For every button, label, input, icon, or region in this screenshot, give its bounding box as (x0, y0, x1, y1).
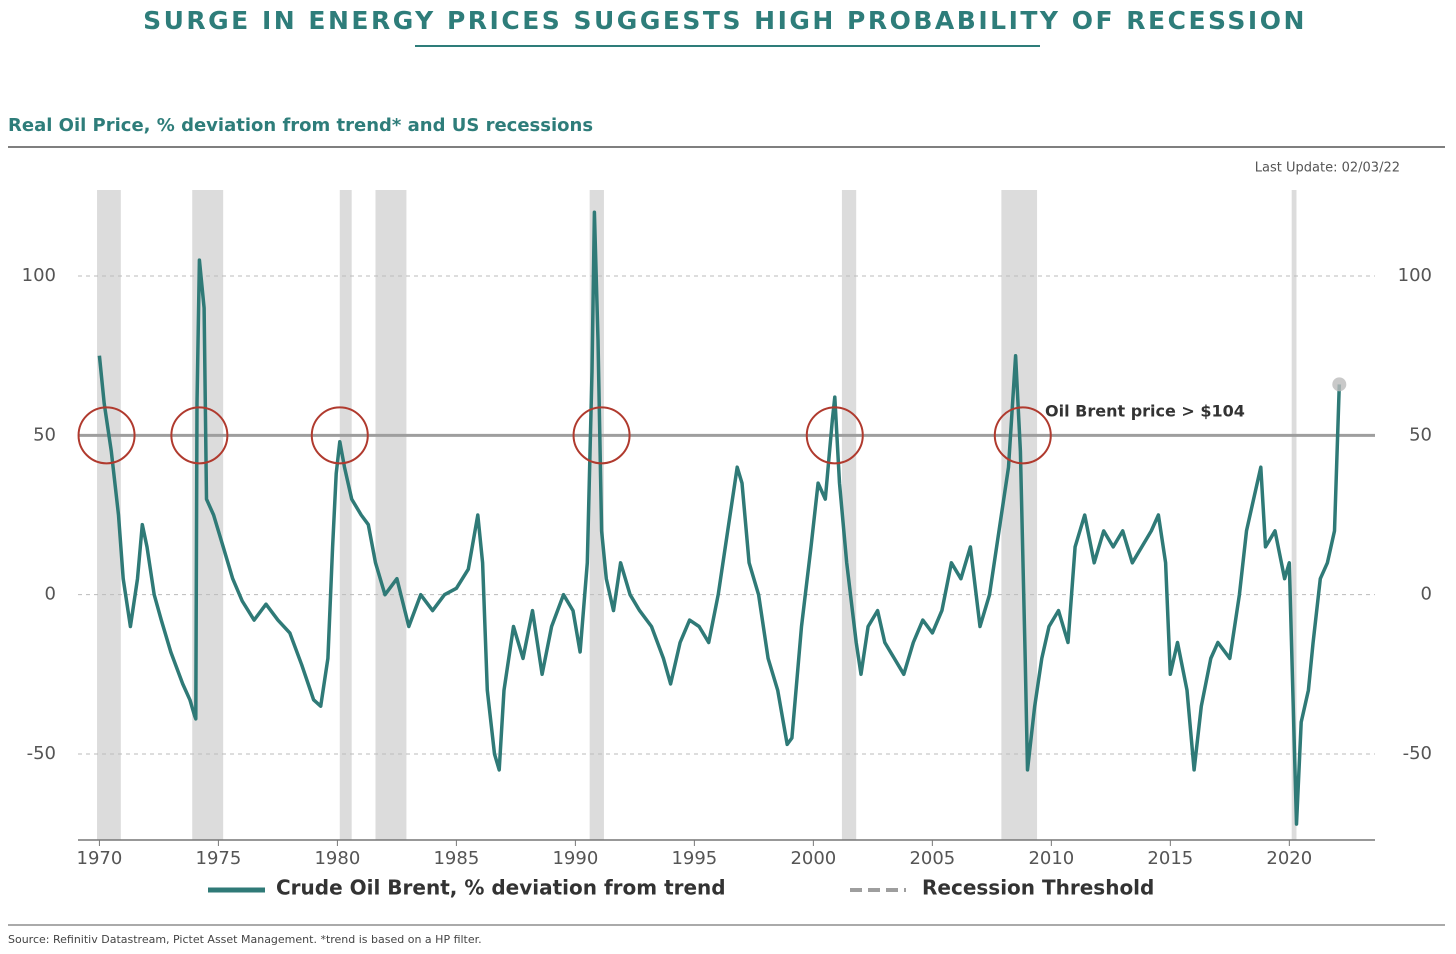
highlight-circle (572, 406, 631, 465)
y2-tick-label: 100 (1398, 265, 1432, 286)
y2-tick-label: 0 (1421, 584, 1432, 605)
y2-tick-label: -50 (1403, 743, 1432, 764)
annotation: Oil Brent price > $104 (1045, 402, 1245, 421)
x-tick-label: 2020 (1266, 848, 1312, 869)
highlight-circle (310, 406, 369, 465)
x-tick-label: 1975 (196, 848, 242, 869)
x-tick-label: 1970 (77, 848, 123, 869)
data-line (97, 210, 1342, 826)
recession-band (1291, 190, 1297, 840)
last-update: Last Update: 02/03/22 (1255, 161, 1400, 176)
x-tick-label: 2000 (790, 848, 836, 869)
highlight-circle (77, 406, 136, 465)
source-note: Source: Refinitiv Datastream, Pictet Ass… (8, 933, 482, 946)
y-tick-label: -50 (27, 743, 56, 764)
legend-label: Crude Oil Brent, % deviation from trend (276, 876, 726, 900)
chart-subtitle: Real Oil Price, % deviation from trend* … (8, 115, 593, 136)
x-tick-label: 1990 (552, 848, 598, 869)
x-tick-label: 2005 (909, 848, 955, 869)
y-tick-label: 0 (45, 584, 56, 605)
x-tick-label: 1980 (314, 848, 360, 869)
highlight-circle (993, 406, 1052, 465)
plot-area: -50 -50 0 0 50 50 100 100 1970 1975 1980 1985 1990 19… (22, 190, 1432, 900)
highlight-circle (805, 406, 864, 465)
x-tick-label: 1985 (433, 848, 479, 869)
y-tick-label: 50 (33, 424, 56, 445)
recession-band (375, 190, 407, 840)
chart-title: SURGE IN ENERGY PRICES SUGGESTS HIGH PRO… (143, 6, 1307, 35)
x-tick-label: 2010 (1028, 848, 1074, 869)
recession-band (97, 190, 121, 840)
recession-band (339, 190, 352, 840)
end-marker (1332, 377, 1347, 392)
highlight-circle (170, 406, 229, 465)
recession-band (841, 190, 857, 840)
x-tick-label: 1995 (671, 848, 717, 869)
x-tick-label: 2015 (1147, 848, 1193, 869)
y-tick-label: 100 (22, 265, 56, 286)
legend-label: Recession Threshold (922, 876, 1154, 900)
y2-tick-label: 50 (1409, 424, 1432, 445)
